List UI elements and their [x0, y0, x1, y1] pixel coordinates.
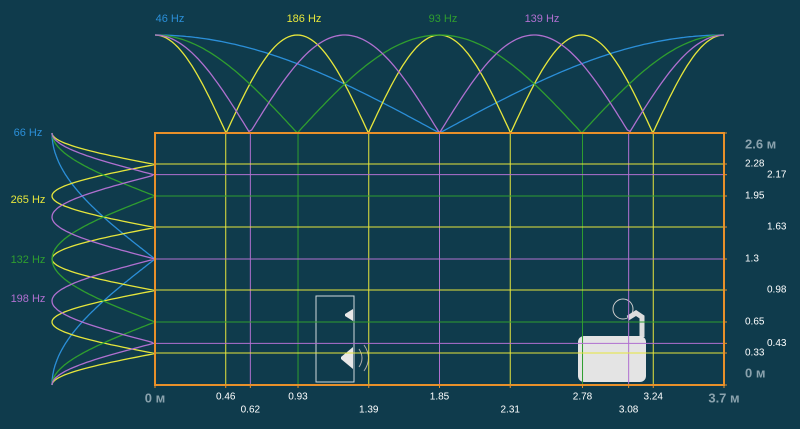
- mode-curve: [51, 132, 158, 386]
- x-tick-label: 1.39: [359, 405, 379, 416]
- y-tick-label: 1.3: [745, 254, 759, 265]
- y-tick-label: 0.65: [745, 317, 765, 328]
- x-tick-label: 0.62: [241, 405, 261, 416]
- mode-label: 93 Hz: [429, 13, 458, 25]
- y-tick-label: 2.17: [767, 169, 787, 180]
- y-tick-label: 0 м: [745, 365, 765, 380]
- y-tick-label: 2.6 м: [745, 136, 776, 151]
- y-tick-label: 1.95: [745, 191, 765, 202]
- mode-label: 198 Hz: [11, 293, 46, 305]
- x-tick-label: 0.46: [216, 392, 236, 403]
- x-tick-label: 0 м: [145, 390, 165, 405]
- listener: [578, 298, 646, 382]
- x-tick-label: 3.08: [619, 405, 639, 416]
- mode-label: 186 Hz: [287, 13, 322, 25]
- speaker: [315, 295, 369, 383]
- y-tick-label: 0.98: [767, 285, 787, 296]
- y-tick-label: 1.63: [767, 222, 787, 233]
- y-tick-label: 0.33: [745, 348, 765, 359]
- y-tick-label: 2.28: [745, 159, 765, 170]
- x-tick-label: 2.31: [501, 405, 521, 416]
- mode-curve: [155, 34, 724, 134]
- mode-label: 265 Hz: [11, 194, 46, 206]
- y-tick-label: 0.43: [767, 338, 787, 349]
- mode-label: 132 Hz: [11, 254, 46, 266]
- mode-label: 139 Hz: [525, 13, 560, 25]
- x-tick-label: 3.24: [644, 392, 664, 403]
- mode-curve: [51, 132, 157, 386]
- x-tick-label: 0.93: [288, 392, 308, 403]
- mode-label: 46 Hz: [156, 13, 185, 25]
- mode-label: 66 Hz: [14, 127, 43, 139]
- x-tick-label: 2.78: [573, 392, 593, 403]
- x-tick-label: 1.85: [430, 392, 450, 403]
- x-tick-label: 3.7 м: [708, 390, 739, 405]
- mode-curve: [154, 34, 725, 135]
